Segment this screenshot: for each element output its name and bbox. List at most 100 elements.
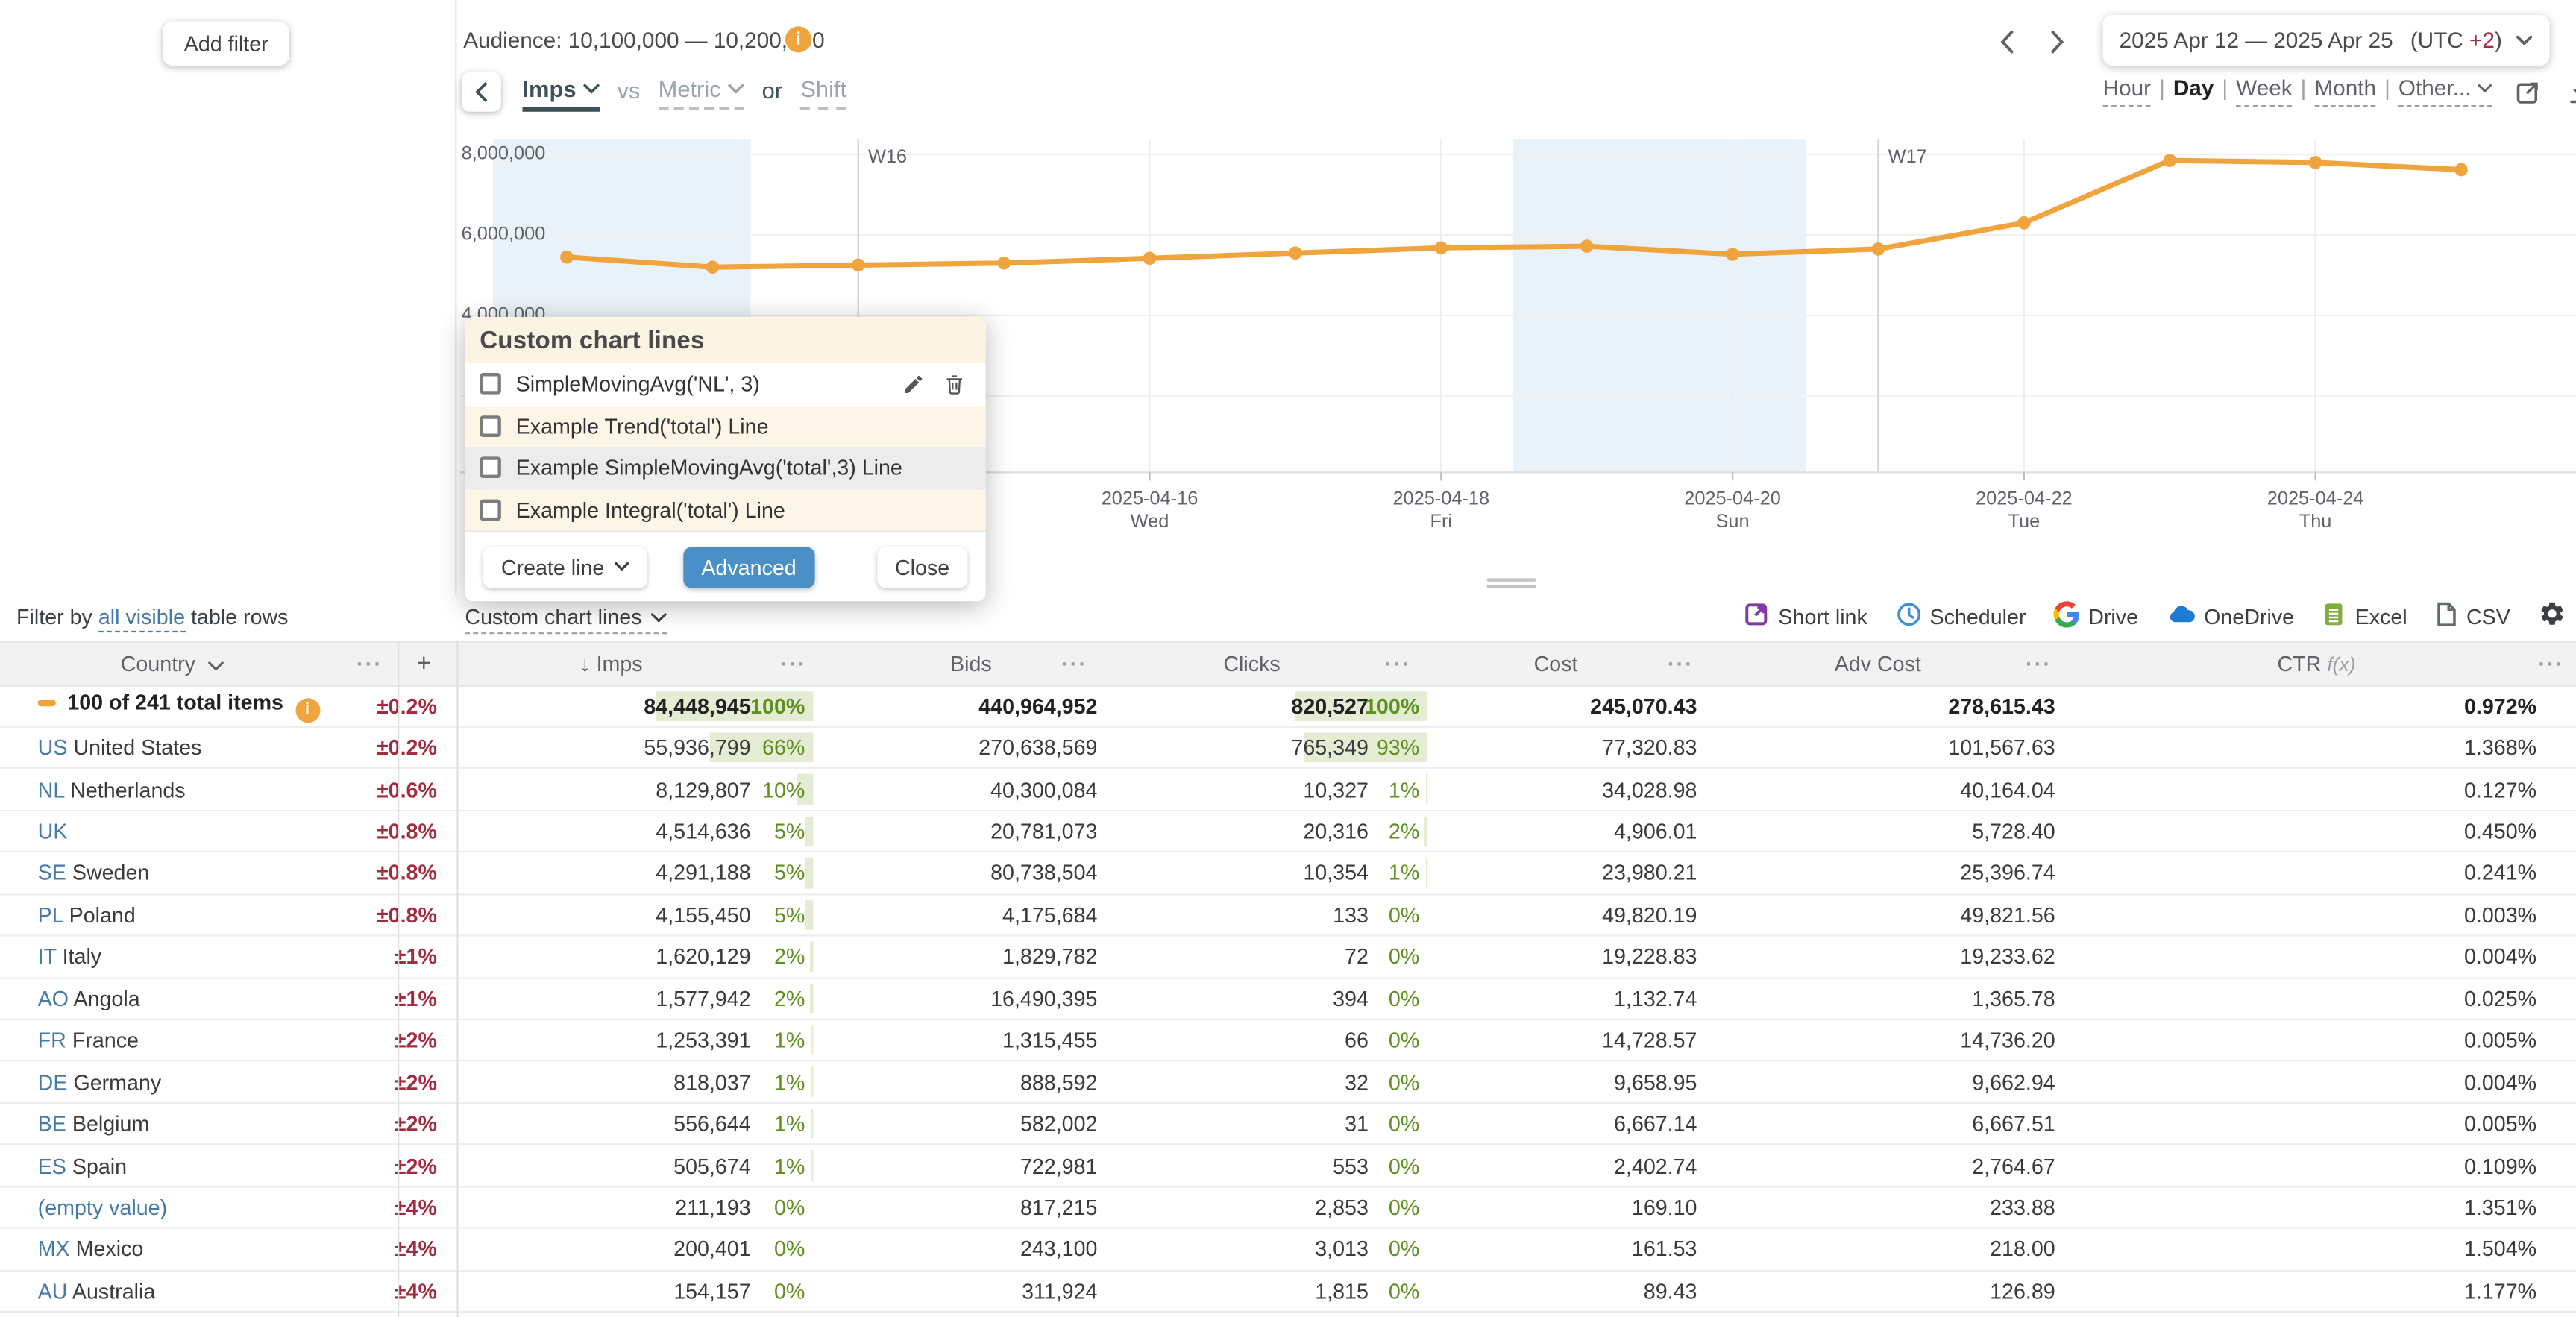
shift-toggle[interactable]: Shift: [800, 75, 847, 110]
custom-chart-lines-dropdown[interactable]: Custom chart lines: [465, 605, 667, 635]
download-icon[interactable]: [2564, 75, 2576, 108]
advanced-button[interactable]: Advanced: [683, 546, 814, 588]
series-line[interactable]: [564, 157, 2464, 270]
data-point[interactable]: [1726, 248, 1739, 261]
column-header-ctr[interactable]: CTR f(x): [2277, 650, 2356, 676]
column-header-clicks[interactable]: Clicks: [1223, 650, 1281, 676]
custom-line-item[interactable]: Example Trend('total') Line: [465, 404, 986, 447]
table-row[interactable]: BE Belgium ±2% 556,644 1% 582,002 31 0% …: [0, 1104, 2576, 1146]
country-cell[interactable]: IT Italy: [37, 944, 102, 969]
data-point[interactable]: [706, 260, 720, 274]
country-cell[interactable]: AU Australia: [37, 1278, 156, 1304]
column-header-bids[interactable]: Bids: [949, 650, 992, 676]
column-menu-dots[interactable]: ···: [1667, 650, 1694, 676]
info-icon[interactable]: i: [295, 697, 320, 723]
column-header-cost[interactable]: Cost: [1533, 650, 1578, 676]
table-row[interactable]: UK ±0.8% 4,514,636 5% 20,781,073 20,316 …: [0, 811, 2576, 853]
column-menu-dots[interactable]: ···: [1384, 650, 1412, 676]
data-point[interactable]: [2163, 154, 2177, 167]
date-range-picker[interactable]: 2025 Apr 12 — 2025 Apr 25 (UTC +2): [2102, 14, 2550, 66]
granularity-hour[interactable]: Hour: [2102, 75, 2152, 107]
country-cell[interactable]: BE Belgium: [37, 1111, 150, 1137]
external-link-icon[interactable]: [2512, 75, 2545, 108]
country-cell[interactable]: ES Spain: [37, 1153, 128, 1178]
custom-line-item[interactable]: Example Integral('total') Line: [465, 488, 986, 531]
chevron-right-icon[interactable]: [2041, 23, 2073, 59]
data-point[interactable]: [1871, 242, 1885, 256]
data-point[interactable]: [1434, 241, 1448, 255]
metric-compare-dropdown[interactable]: Metric: [658, 75, 744, 110]
table-row[interactable]: NL Netherlands ±0.6% 8,129,807 10% 40,30…: [0, 769, 2576, 811]
granularity-week[interactable]: Week: [2236, 75, 2293, 107]
column-menu-dots[interactable]: ···: [1061, 650, 1088, 676]
data-point[interactable]: [997, 256, 1011, 270]
table-row[interactable]: DE Germany ±2% 818,037 1% 888,592 32 0% …: [0, 1061, 2576, 1104]
table-row[interactable]: US United States ±0.2% 55,936,799 66% 27…: [0, 727, 2576, 770]
data-point[interactable]: [851, 258, 865, 272]
country-cell[interactable]: MX Mexico: [37, 1236, 144, 1262]
checkbox[interactable]: [480, 456, 501, 479]
checkbox[interactable]: [480, 373, 501, 395]
delete-trash-icon[interactable]: [943, 372, 966, 395]
table-row[interactable]: MX Mexico ±4% 200,401 0% 243,100 3,013 0…: [0, 1229, 2576, 1272]
country-cell[interactable]: SE Sweden: [37, 861, 150, 886]
scheduler-clock-action[interactable]: Scheduler: [1895, 600, 2026, 632]
checkbox[interactable]: [480, 499, 501, 521]
google-drive-action[interactable]: Drive: [2053, 600, 2138, 632]
table-row[interactable]: ES Spain ±2% 505,674 1% 722,981 553 0% 2…: [0, 1145, 2576, 1188]
table-settings-button[interactable]: [2538, 600, 2566, 632]
excel-action[interactable]: Excel: [2322, 600, 2407, 632]
country-cell[interactable]: PL Poland: [37, 902, 136, 928]
csv-file-action[interactable]: CSV: [2435, 600, 2510, 632]
granularity-day[interactable]: Day: [2173, 75, 2214, 101]
all-visible-link[interactable]: all visible: [98, 604, 186, 633]
info-icon[interactable]: i: [785, 26, 812, 53]
create-line-button[interactable]: Create line: [483, 546, 647, 588]
checkbox[interactable]: [480, 415, 501, 437]
metric-primary-dropdown[interactable]: Imps: [522, 75, 600, 112]
close-button[interactable]: Close: [876, 546, 968, 588]
column-menu-dots[interactable]: ···: [2026, 650, 2052, 676]
data-point[interactable]: [2308, 156, 2322, 169]
country-cell[interactable]: NL Netherlands: [37, 777, 186, 802]
chart-back-button[interactable]: [461, 72, 501, 112]
granularity-month[interactable]: Month: [2314, 75, 2376, 107]
granularity-other[interactable]: Other...: [2398, 75, 2492, 107]
country-cell[interactable]: DE Germany: [37, 1069, 162, 1095]
add-column-button[interactable]: +: [416, 649, 431, 678]
country-cell[interactable]: FR France: [37, 1028, 139, 1053]
table-row[interactable]: SE Sweden ±0.8% 4,291,188 5% 80,738,504 …: [0, 852, 2576, 895]
data-point[interactable]: [1580, 239, 1594, 253]
short-link-action[interactable]: Short link: [1744, 600, 1867, 632]
column-header-country[interactable]: Country: [121, 651, 224, 676]
table-row[interactable]: (empty value) ±4% 211,193 0% 817,215 2,8…: [0, 1187, 2576, 1230]
column-menu-dots[interactable]: ···: [356, 650, 383, 676]
country-cell[interactable]: UK: [37, 819, 68, 844]
table-row[interactable]: AU Australia ±4% 154,157 0% 311,924 1,81…: [0, 1271, 2576, 1313]
column-menu-dots[interactable]: ···: [2538, 650, 2565, 676]
onedrive-cloud-action[interactable]: OneDrive: [2166, 600, 2294, 632]
data-point[interactable]: [1289, 246, 1302, 260]
custom-line-item[interactable]: SimpleMovingAvg('NL', 3): [465, 363, 985, 405]
time-series-chart[interactable]: 8,000,000 6,000,000 4,000,000 W16 W17 2025-…: [0, 131, 2576, 534]
chart-resize-handle[interactable]: [1486, 578, 1536, 591]
data-point[interactable]: [1143, 251, 1157, 265]
data-point[interactable]: [2017, 216, 2031, 230]
country-cell[interactable]: US United States: [37, 735, 202, 761]
data-point[interactable]: [2454, 163, 2468, 177]
totals-row[interactable]: 100 of 241 total items i ±0.2% 84,448,945…: [0, 685, 2576, 728]
column-header-adv-cost[interactable]: Adv Cost: [1834, 650, 1921, 676]
table-row[interactable]: IT Italy ±1% 1,620,129 2% 1,829,782 72 0…: [0, 936, 2576, 978]
add-filter-button[interactable]: Add filter: [163, 21, 290, 66]
country-cell[interactable]: AO Angola: [37, 986, 140, 1011]
column-menu-dots[interactable]: ···: [780, 650, 807, 676]
custom-line-item[interactable]: Example SimpleMovingAvg('total',3) Line: [465, 447, 986, 489]
table-row[interactable]: FR France ±2% 1,253,391 1% 1,315,455 66 …: [0, 1019, 2576, 1062]
chevron-left-icon[interactable]: [1990, 23, 2023, 59]
table-row[interactable]: AO Angola ±1% 1,577,942 2% 16,490,395 39…: [0, 978, 2576, 1020]
data-point[interactable]: [560, 250, 574, 264]
column-header-imps[interactable]: ↓ Imps: [579, 650, 643, 676]
country-cell[interactable]: (empty value): [37, 1195, 168, 1220]
table-row[interactable]: PL Poland ±0.8% 4,155,450 5% 4,175,684 1…: [0, 894, 2576, 937]
edit-pencil-icon[interactable]: [902, 372, 925, 395]
